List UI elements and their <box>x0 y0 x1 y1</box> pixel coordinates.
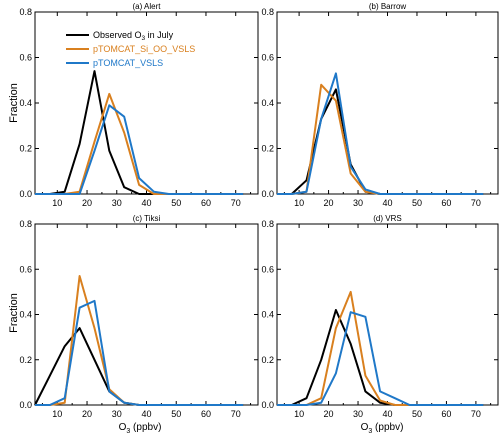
y-tick-label: 0.2 <box>19 355 32 365</box>
legend: Observed O3 in July pTOMCAT_Si_OO_VSLS p… <box>66 30 195 68</box>
x-tick-label: 60 <box>441 409 451 419</box>
x-tick-label: 30 <box>353 409 363 419</box>
y-tick-label: 0.8 <box>261 219 274 229</box>
x-tick-label: 50 <box>412 409 422 419</box>
y-tick-label: 0.0 <box>261 189 274 199</box>
x-tick-label: 70 <box>471 198 481 208</box>
y-tick-label: 0.4 <box>19 98 32 108</box>
y-tick-label: 0.2 <box>19 144 32 154</box>
panel-tiksi: (c) Tiksi 10 20 30 40 50 60 70 0.0 0.2 0.4 0.6 0.8 <box>19 214 259 419</box>
x-tick-label: 60 <box>201 409 211 419</box>
panel-title-barrow: (b) Barrow <box>369 2 407 11</box>
y-tick-label: 0.4 <box>19 310 32 320</box>
x-tick-label: 40 <box>382 198 392 208</box>
plot-frame-vrs <box>276 223 499 406</box>
legend-label-observed: Observed O3 in July <box>93 30 174 42</box>
y-tick-label: 0.2 <box>261 355 274 365</box>
y-tick-label: 0.8 <box>261 7 274 17</box>
y-tick-label: 0.2 <box>261 144 274 154</box>
y-tick-label: 0.8 <box>19 219 32 229</box>
series-line-vsls-vrs <box>277 311 484 406</box>
y-tick-label: 0.0 <box>19 400 32 410</box>
x-tick-label: 10 <box>294 409 304 419</box>
panel-title-vrs: (d) VRS <box>373 214 401 223</box>
xlabel-left: O3 (ppbv) <box>119 422 162 434</box>
series-line-vsls-barrow <box>277 72 484 195</box>
x-tick-label: 10 <box>52 409 62 419</box>
ylabel-bottom: Fraction <box>8 293 20 333</box>
panel-title-alert: (a) Alert <box>132 2 161 11</box>
y-tick-label: 0.4 <box>261 98 274 108</box>
y-tick-label: 0.6 <box>19 264 32 274</box>
x-tick-label: 30 <box>112 409 122 419</box>
y-tick-label: 0.8 <box>19 7 32 17</box>
panel-title-tiksi: (c) Tiksi <box>133 214 161 223</box>
panel-barrow: (b) Barrow 10 20 30 40 50 60 70 0.0 0.2 0.4 0.6 0.8 <box>261 2 499 208</box>
x-tick-label: 30 <box>353 198 363 208</box>
y-tick-label: 0.6 <box>261 264 274 274</box>
y-tick-label: 0.4 <box>261 310 274 320</box>
y-tick-label: 0.6 <box>19 53 32 63</box>
y-tick-label: 0.6 <box>261 53 274 63</box>
x-tick-label: 40 <box>141 409 151 419</box>
x-tick-label: 70 <box>231 409 241 419</box>
x-tick-label: 60 <box>201 198 211 208</box>
x-tick-label: 20 <box>82 198 92 208</box>
x-tick-label: 70 <box>231 198 241 208</box>
x-tick-label: 60 <box>441 198 451 208</box>
legend-label-vsls: pTOMCAT_VSLS <box>93 58 163 68</box>
series-line-vsls-tiksi <box>35 299 244 406</box>
x-tick-label: 50 <box>171 409 181 419</box>
x-tick-label: 10 <box>294 198 304 208</box>
xlabel-right: O3 (ppbv) <box>361 422 404 434</box>
x-tick-label: 70 <box>471 409 481 419</box>
panel-alert: (a) Alert 10 20 30 40 50 60 70 0.0 0.2 0.4 0.6 0.8 <box>19 2 259 208</box>
x-tick-label: 50 <box>171 198 181 208</box>
y-tick-label: 0.0 <box>19 189 32 199</box>
x-tick-label: 30 <box>112 198 122 208</box>
series-line-si-oo-vsls-barrow <box>277 83 484 195</box>
x-tick-label: 50 <box>412 198 422 208</box>
y-tick-label: 0.0 <box>261 400 274 410</box>
ylabel-top: Fraction <box>8 83 20 123</box>
series-line-vsls-alert <box>35 104 244 195</box>
x-tick-label: 20 <box>82 409 92 419</box>
panel-vrs: (d) VRS 10 20 30 40 50 60 70 0.0 0.2 0.4 0.6 0.8 <box>261 214 499 419</box>
x-tick-label: 20 <box>324 409 334 419</box>
x-tick-label: 10 <box>52 198 62 208</box>
x-tick-label: 40 <box>141 198 151 208</box>
x-tick-label: 40 <box>382 409 392 419</box>
x-tick-label: 20 <box>324 198 334 208</box>
legend-label-si-oo-vsls: pTOMCAT_Si_OO_VSLS <box>93 44 195 54</box>
